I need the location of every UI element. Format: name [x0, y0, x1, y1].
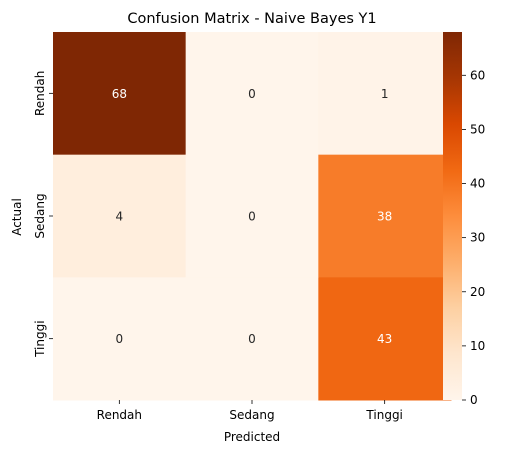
y-tick-label: Tinggi: [33, 320, 47, 357]
cell-value-label: 68: [112, 87, 127, 101]
colorbar-tick-label: 0: [470, 393, 478, 407]
colorbar-tick-label: 30: [470, 231, 485, 245]
cell-value-label: 0: [248, 210, 256, 224]
colorbar-ticks: 0 10 20 30 40 50 60: [462, 68, 485, 407]
colorbar-tick-label: 40: [470, 177, 485, 191]
heatmap-cell: [318, 154, 452, 278]
heatmap-cell: [53, 277, 187, 401]
y-axis: Rendah Sedang Tinggi: [33, 71, 53, 358]
cell-value-label: 0: [248, 87, 256, 101]
heatmap-cell: [185, 277, 319, 401]
heatmap-cell: [318, 32, 452, 156]
colorbar-tick-label: 20: [470, 285, 485, 299]
colorbar: 0 10 20 30 40 50 60: [443, 32, 485, 407]
heatmap-cell: [185, 154, 319, 278]
heatmap-cell: [318, 277, 452, 401]
x-axis-label: Predicted: [224, 430, 280, 444]
cell-value-label: 0: [248, 332, 256, 346]
x-axis: Rendah Sedang Tinggi: [97, 400, 403, 422]
cell-value-label: 1: [381, 87, 389, 101]
colorbar-tick-label: 60: [470, 68, 485, 82]
colorbar-gradient: [443, 32, 462, 400]
heatmap-cell: [53, 154, 187, 278]
cell-value-label: 4: [116, 210, 124, 224]
chart-title: Confusion Matrix - Naive Bayes Y1: [127, 11, 376, 27]
heatmap-cell: [53, 32, 187, 156]
y-axis-label: Actual: [10, 198, 24, 236]
x-tick-label: Tinggi: [365, 408, 402, 422]
heatmap-cells: 68 0 1 4 0 38 0 0 43: [53, 32, 452, 401]
cell-value-label: 38: [377, 210, 392, 224]
heatmap-cell: [185, 32, 319, 156]
x-tick-label: Rendah: [97, 408, 142, 422]
y-tick-label: Rendah: [33, 71, 47, 116]
cell-value-label: 43: [377, 332, 392, 346]
y-tick-label: Sedang: [33, 193, 47, 238]
cell-value-label: 0: [116, 332, 124, 346]
x-tick-label: Sedang: [229, 408, 274, 422]
colorbar-tick-label: 10: [470, 339, 485, 353]
colorbar-tick-label: 50: [470, 122, 485, 136]
